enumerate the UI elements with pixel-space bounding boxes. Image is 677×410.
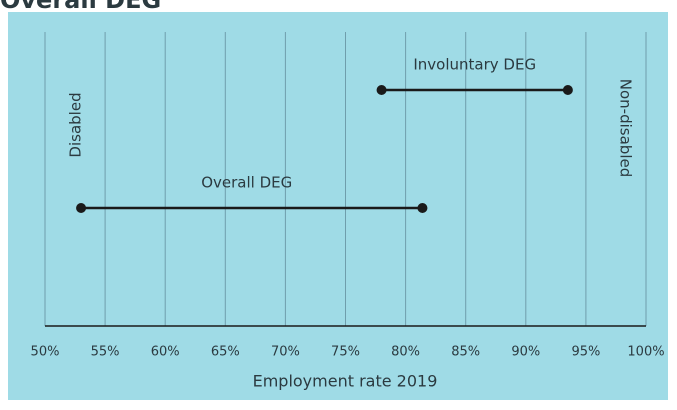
dumbbell-dot bbox=[417, 203, 428, 213]
series-label: Overall DEG bbox=[201, 174, 292, 192]
dumbbell-dot bbox=[376, 85, 387, 95]
series-label: Involuntary DEG bbox=[413, 56, 536, 74]
x-tick-label: 85% bbox=[451, 345, 480, 360]
annotation: Disabled bbox=[67, 92, 85, 157]
x-tick-label: 75% bbox=[331, 345, 360, 360]
x-tick-label: 80% bbox=[391, 345, 420, 360]
chart-title: Overall DEG bbox=[0, 0, 161, 14]
x-tick-label: 65% bbox=[211, 345, 240, 360]
x-tick-label: 50% bbox=[31, 345, 60, 360]
plot-background bbox=[8, 12, 668, 400]
x-tick-label: 90% bbox=[511, 345, 540, 360]
dumbbell-dot bbox=[562, 85, 573, 95]
annotation: Non-disabled bbox=[617, 79, 635, 177]
x-tick-label: 60% bbox=[151, 345, 180, 360]
x-tick-label: 100% bbox=[627, 345, 664, 360]
dumbbell-dot bbox=[76, 203, 87, 213]
x-tick-label: 70% bbox=[271, 345, 300, 360]
x-axis-label: Employment rate 2019 bbox=[253, 372, 438, 391]
x-tick-label: 55% bbox=[91, 345, 120, 360]
x-tick-label: 95% bbox=[571, 345, 600, 360]
